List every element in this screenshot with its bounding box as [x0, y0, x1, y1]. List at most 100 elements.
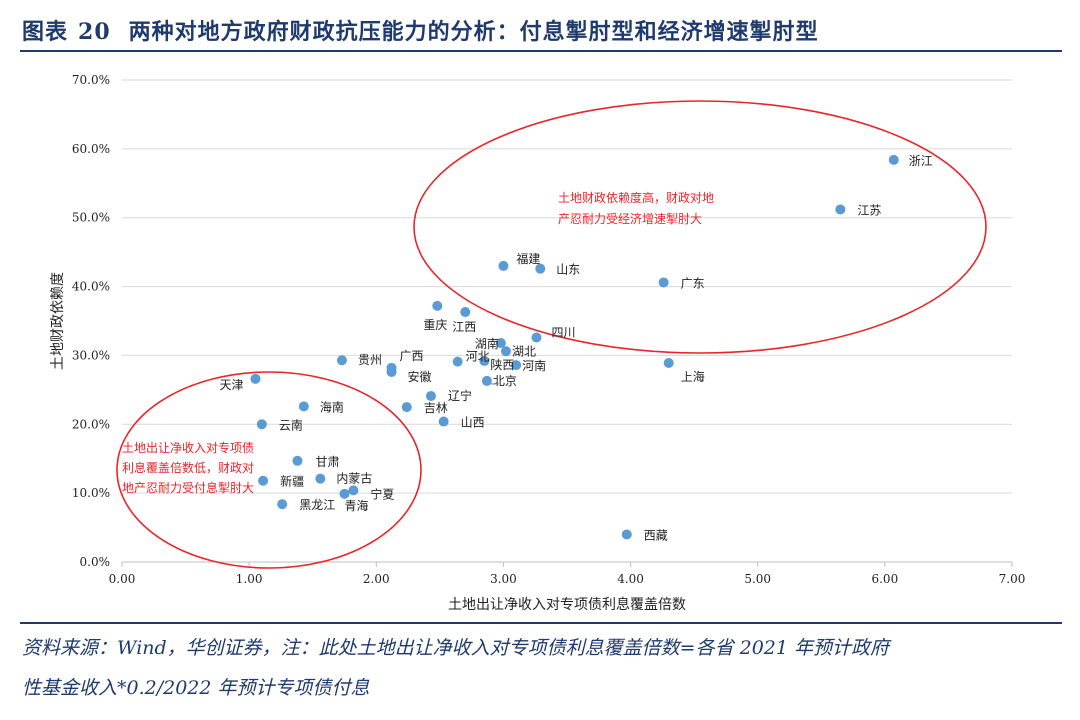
annotation-ellipses — [116, 100, 987, 569]
x-tick-label: 5.00 — [744, 572, 771, 586]
x-tick-label: 4.00 — [617, 572, 644, 586]
title-rule — [20, 50, 1062, 52]
point-label: 甘肃 — [315, 455, 339, 469]
data-point-内蒙古 — [315, 473, 326, 484]
point-label: 西藏 — [644, 528, 668, 542]
data-point-陕西 — [479, 355, 490, 366]
point-label: 贵州 — [358, 353, 382, 367]
point-label: 青海 — [345, 498, 369, 513]
x-tick-label: 1.00 — [236, 572, 263, 586]
data-point-云南 — [256, 419, 267, 430]
data-point-湖北 — [500, 346, 511, 357]
x-axis-title: 土地出让净收入对专项债利息覆盖倍数 — [448, 596, 686, 613]
y-tick-label: 40.0% — [72, 280, 110, 294]
y-tick-label: 50.0% — [72, 211, 110, 225]
point-label: 上海 — [681, 369, 705, 384]
point-label: 海南 — [320, 399, 344, 414]
x-tick-label: 7.00 — [999, 572, 1026, 586]
point-label: 宁夏 — [370, 486, 394, 501]
data-point-福建 — [498, 260, 509, 271]
upper-region-ellipse — [413, 100, 987, 354]
point-label: 四川 — [551, 326, 575, 340]
point-label: 重庆 — [423, 318, 447, 332]
gridlines — [122, 79, 1012, 494]
point-label: 广东 — [681, 276, 705, 290]
data-point-黑龙江 — [277, 499, 288, 510]
lower-region-ellipse — [116, 371, 422, 569]
data-point-贵州 — [336, 355, 347, 366]
data-point-新疆 — [258, 475, 269, 486]
lower-annotation-line: 利息覆盖倍数低，财政对 — [122, 460, 254, 475]
axes: 0.0% 10.0% 20.0% 30.0% 40.0% 50.0% 60.0% 70.0% 0… — [50, 73, 1025, 613]
y-tick-label: 70.0% — [72, 73, 110, 87]
source-line-2: 性基金收入*0.2/2022 年预计专项债付息 — [22, 677, 370, 699]
point-label: 湖北 — [512, 343, 536, 358]
scatter-chart: 0.0% 10.0% 20.0% 30.0% 40.0% 50.0% 60.0% 70.0% 0… — [50, 73, 1025, 613]
y-axis-title: 土地财政依赖度 — [50, 272, 66, 370]
figure-title: 图表 20 两种对地方政府财政抗压能力的分析：付息掣肘型和经济增速掣肘型 — [22, 14, 1062, 50]
y-tick-label: 0.0% — [80, 555, 111, 569]
point-label: 福建 — [516, 251, 540, 266]
point-label: 安徽 — [408, 369, 432, 384]
point-label: 新疆 — [280, 474, 304, 489]
point-label: 北京 — [493, 374, 517, 388]
annotation-text: 土地财政依赖度高，财政对地产忍耐力受经济增速掣肘大土地出让净收入对专项债利息覆盖… — [122, 190, 714, 495]
upper-annotation-line: 土地财政依赖度高，财政对地 — [558, 190, 714, 205]
y-tick-label: 30.0% — [72, 348, 110, 362]
data-point-上海 — [663, 358, 674, 369]
data-point-青海 — [339, 488, 350, 499]
source-note: 资料来源：Wind，华创证券，注：此处土地出让净收入对专项债利息覆盖倍数=各省 … — [22, 628, 1062, 708]
source-rule — [20, 622, 1062, 624]
data-point-河北 — [452, 356, 463, 367]
data-point-重庆 — [432, 300, 443, 311]
data-point-宁夏 — [348, 485, 359, 496]
data-point-江西 — [460, 307, 471, 318]
x-tick-label: 6.00 — [871, 572, 898, 586]
point-label: 广西 — [400, 349, 424, 363]
figure-title-text: 两种对地方政府财政抗压能力的分析：付息掣肘型和经济增速掣肘型 — [128, 19, 819, 45]
point-label: 黑龙江 — [299, 498, 335, 512]
data-point-浙江 — [888, 154, 899, 165]
data-point-吉林 — [401, 402, 412, 413]
data-point-天津 — [250, 373, 261, 384]
data-point-湖南 — [495, 338, 506, 349]
upper-annotation-line: 产忍耐力受经济增速掣肘大 — [558, 211, 702, 226]
y-tick-label: 60.0% — [72, 142, 110, 156]
data-point-山西 — [438, 416, 449, 427]
data-point-山东 — [535, 263, 546, 274]
figure-number: 20 — [78, 19, 111, 45]
point-label: 山西 — [461, 416, 485, 430]
x-tick-label: 0.00 — [109, 572, 136, 586]
point-label: 江西 — [452, 320, 476, 334]
point-label: 浙江 — [909, 154, 933, 168]
data-point-甘肃 — [292, 455, 303, 466]
point-label: 内蒙古 — [336, 471, 372, 486]
data-point-辽宁 — [425, 391, 436, 402]
data-point-河南 — [511, 360, 522, 371]
data-points — [250, 154, 899, 540]
data-point-四川 — [531, 332, 542, 343]
point-label: 河北 — [466, 350, 490, 364]
point-label: 吉林 — [424, 401, 448, 415]
figure-prefix: 图表 — [22, 19, 69, 45]
point-label: 云南 — [279, 417, 303, 432]
data-point-北京 — [481, 375, 492, 386]
source-line-1: 资料来源：Wind，华创证券，注：此处土地出让净收入对专项债利息覆盖倍数=各省 … — [22, 637, 890, 659]
point-label: 天津 — [219, 378, 243, 392]
point-label: 山东 — [556, 263, 580, 277]
y-tick-label: 10.0% — [72, 486, 110, 500]
point-label: 辽宁 — [448, 388, 472, 403]
point-label: 河南 — [522, 358, 546, 373]
point-label: 湖南 — [475, 336, 499, 351]
lower-annotation-line: 土地出让净收入对专项债 — [122, 440, 254, 455]
data-point-西藏 — [621, 529, 632, 540]
data-point-江苏 — [835, 204, 846, 215]
data-point-海南 — [298, 401, 309, 412]
data-point-广东 — [658, 277, 669, 288]
lower-annotation-line: 地产忍耐力受付息掣肘大 — [122, 480, 254, 495]
x-tick-label: 2.00 — [363, 572, 390, 586]
point-label: 陕西 — [490, 357, 514, 372]
point-label: 江苏 — [857, 203, 881, 217]
y-tick-label: 20.0% — [72, 417, 110, 431]
